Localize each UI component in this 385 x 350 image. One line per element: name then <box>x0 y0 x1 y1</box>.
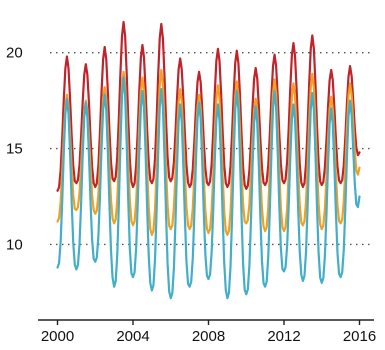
x-tick-label: 2016 <box>343 328 376 345</box>
x-tick-label: 2000 <box>41 328 74 345</box>
x-tick-label: 2012 <box>267 328 300 345</box>
y-tick-label: 15 <box>6 141 23 158</box>
x-axis: 2000 2004 2008 2012 2016 <box>38 319 376 345</box>
series-line-2 <box>56 68 361 236</box>
series-lines <box>56 20 361 300</box>
y-tick-labels: 10 15 20 <box>6 45 23 254</box>
x-tick-label: 2004 <box>116 328 149 345</box>
y-tick-label: 20 <box>6 45 23 62</box>
x-tick-label: 2008 <box>192 328 225 345</box>
grid-lines <box>50 51 370 246</box>
series-line-3 <box>56 76 361 300</box>
series-line-1 <box>56 20 361 192</box>
y-tick-label: 10 <box>6 236 23 253</box>
